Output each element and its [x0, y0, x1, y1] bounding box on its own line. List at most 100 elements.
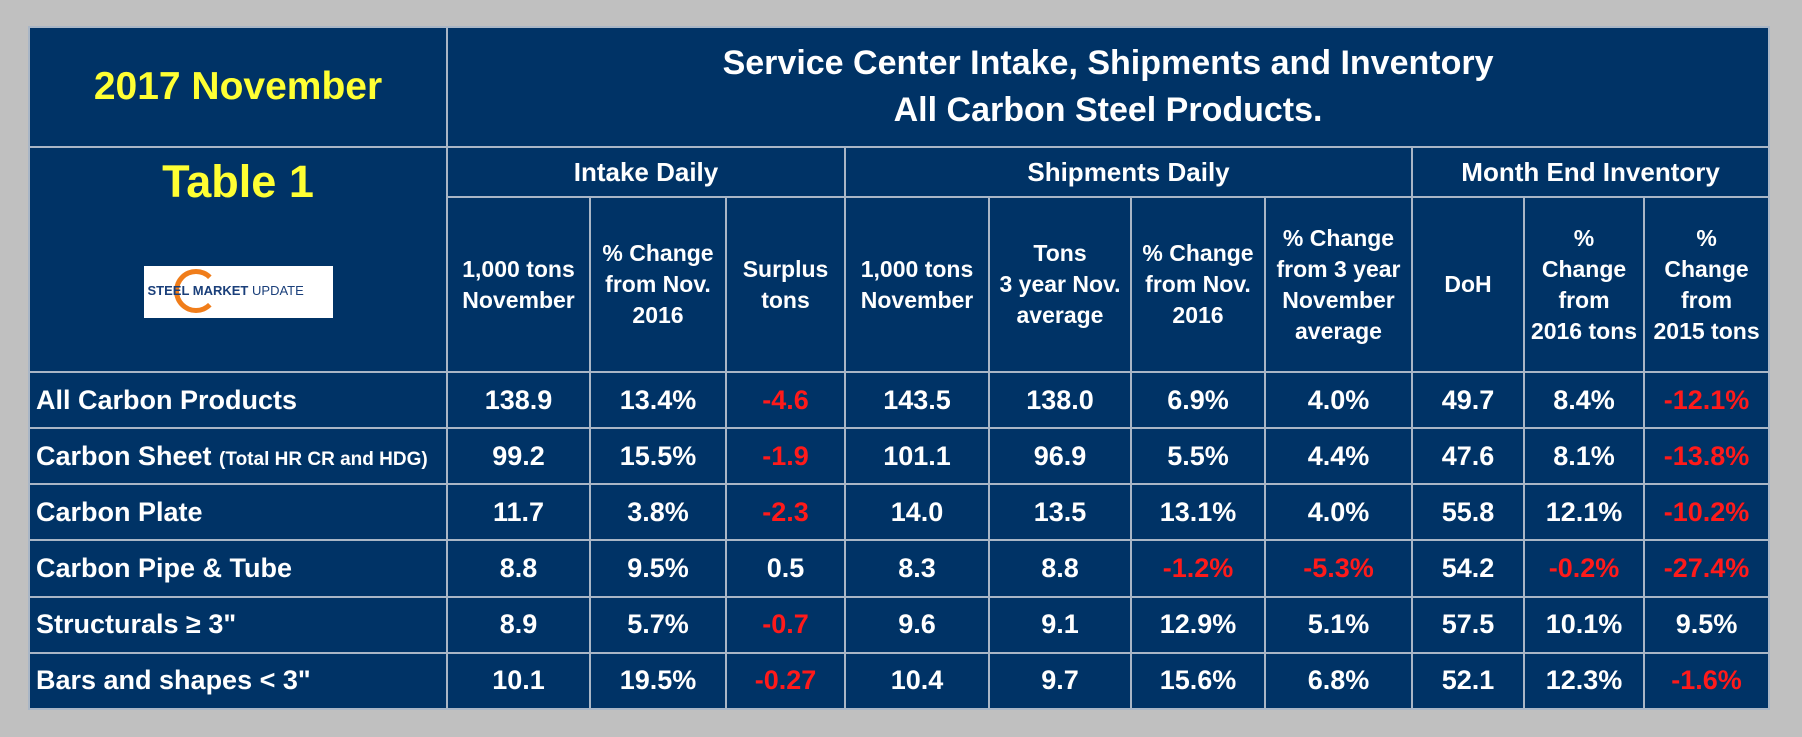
table-cell: 8.8	[446, 539, 591, 598]
table-cell: 99.2	[446, 427, 591, 486]
table-cell: 12.1%	[1523, 483, 1645, 542]
column-header-line: Change	[1541, 255, 1627, 282]
column-header-row: 1,000 tons November% Change from Nov. 2016 S…	[29, 196, 1771, 373]
column-header-line: 2016	[632, 302, 684, 329]
column-header-line: 1,000 tons	[462, 255, 575, 282]
table-cell: -27.4%	[1642, 539, 1771, 598]
column-header-line: from 3 year	[1276, 255, 1401, 282]
table-row: Carbon Pipe & Tube 8.8 9.5% 0.5 8.3 8.8 -1.2% -…	[28, 539, 1771, 598]
table-cell: 8.9	[446, 595, 591, 654]
column-header-line: % Change	[602, 240, 714, 267]
table-cell: 8.8	[988, 539, 1132, 598]
row-label: Bars and shapes < 3"	[28, 651, 448, 711]
table-cell: -10.2%	[1642, 483, 1771, 542]
table-cell: 9.6	[844, 595, 990, 654]
table-cell: -0.2%	[1523, 539, 1645, 598]
column-header-line: from	[1680, 286, 1733, 313]
table-cell: 13.5	[988, 483, 1132, 542]
group-header-shipments: Shipments Daily	[844, 146, 1413, 199]
column-header-line: Surplus	[742, 255, 829, 282]
table-cell: 8.3	[844, 539, 990, 598]
table-cell: 19.5%	[589, 651, 727, 711]
table-cell: 13.1%	[1130, 483, 1266, 542]
column-header-line: % Change	[1142, 240, 1254, 267]
data-table: 2017 November Service Center Intake, Shi…	[28, 25, 1771, 711]
main-title-cell: Service Center Intake, Shipments and Inv…	[445, 25, 1771, 149]
table-cell: 13.4%	[589, 370, 727, 430]
row-label: Structurals ≥ 3"	[28, 595, 448, 654]
table-cell: 54.2	[1411, 539, 1525, 598]
column-header-line: %	[1573, 224, 1595, 251]
main-title-line2: All Carbon Steel Products.	[893, 91, 1323, 130]
table-cell: 143.5	[844, 370, 990, 430]
row-label-text: Carbon Pipe & Tube	[36, 553, 293, 584]
table-cell: 11.7	[446, 483, 591, 542]
column-header-line: from	[1558, 286, 1610, 313]
table-cell: 47.6	[1411, 427, 1525, 486]
table-cell: -4.6	[725, 370, 846, 430]
row-sublabel: (Total HR CR and HDG)	[219, 448, 428, 470]
column-header-5: % Change from Nov. 2016	[1130, 196, 1266, 373]
table-cell: 4.4%	[1264, 427, 1413, 486]
row-label: All Carbon Products	[28, 370, 448, 430]
date-title: 2017 November	[93, 65, 383, 109]
column-header-3: 1,000 tons November	[844, 196, 990, 373]
table-cell: 8.1%	[1523, 427, 1645, 486]
table-row: Structurals ≥ 3" 8.9 5.7% -0.7 9.6 9.1 12.9% 5.…	[28, 595, 1771, 654]
table-cell: 52.1	[1411, 651, 1525, 711]
table-cell: 96.9	[988, 427, 1132, 486]
table-cell: 15.6%	[1130, 651, 1266, 711]
table-cell: -1.2%	[1130, 539, 1266, 598]
row-label: Carbon Plate	[28, 483, 448, 542]
steel-market-update-logo: STEEL MARKET UPDATE	[143, 266, 333, 319]
column-header-line: 3 year Nov.	[999, 271, 1121, 298]
column-header-line: Change	[1664, 255, 1749, 282]
column-header-line: November	[860, 286, 974, 313]
column-header-line: %	[1696, 224, 1717, 251]
table-cell: 6.9%	[1130, 370, 1266, 430]
column-header-4: Tons 3 year Nov. average	[988, 196, 1132, 373]
table-cell: 0.5	[725, 539, 846, 598]
table-cell: 138.0	[988, 370, 1132, 430]
table-cell: -5.3%	[1264, 539, 1413, 598]
column-header-line: average	[1295, 317, 1382, 344]
logo-ring-icon	[173, 269, 218, 314]
table-cell: 9.5%	[1642, 595, 1771, 654]
row-label-text: Carbon Sheet	[36, 440, 212, 471]
column-header-1: % Change from Nov. 2016	[589, 196, 727, 373]
table-cell: 12.9%	[1130, 595, 1266, 654]
column-header-line: 2015 tons	[1653, 317, 1760, 344]
table-cell: 10.1%	[1523, 595, 1645, 654]
column-header-line: 2016 tons	[1530, 317, 1638, 344]
table-row: Carbon Plate 11.7 3.8% -2.3 14.0 13.5 13.1% 4.0…	[28, 483, 1771, 542]
table-cell: 5.1%	[1264, 595, 1413, 654]
date-title-cell: 2017 November	[28, 25, 448, 149]
group-header-intake: Intake Daily	[446, 146, 846, 199]
column-header-2: Surplus tons	[725, 196, 846, 373]
column-header-8: % Change from 2016 tons	[1523, 196, 1645, 373]
table-label-cell: Table 1 STEEL MARKET UPDATE	[28, 146, 448, 373]
table-cell: -1.6%	[1642, 651, 1771, 711]
table-cell: 8.4%	[1523, 370, 1645, 430]
data-body: All Carbon Products 138.9 13.4% -4.6 143.5 13…	[28, 370, 1771, 711]
table-cell: 14.0	[844, 483, 990, 542]
column-header-line: tons	[761, 286, 810, 313]
column-header-7: DoH	[1411, 196, 1525, 373]
column-header-6: % Change from 3 year November average	[1264, 196, 1413, 373]
table-cell: 15.5%	[589, 427, 727, 486]
table-cell: -2.3	[725, 483, 846, 542]
table-cell: -0.7	[725, 595, 846, 654]
table-cell: 55.8	[1411, 483, 1525, 542]
data-table-frame: 2017 November Service Center Intake, Shi…	[28, 25, 1771, 711]
table-row: Bars and shapes < 3" 10.1 19.5% -0.27 10.4 9.…	[28, 651, 1771, 711]
table-cell: 9.1	[988, 595, 1132, 654]
table-cell: 49.7	[1411, 370, 1525, 430]
logo-text-thin: UPDATE	[252, 283, 304, 299]
column-header-line: November	[462, 286, 575, 313]
column-header-line: November	[1282, 286, 1395, 313]
table-cell: 101.1	[844, 427, 990, 486]
column-header-9: % Change from 2015 tons	[1642, 196, 1771, 373]
table-cell: 5.5%	[1130, 427, 1266, 486]
column-header-line: Tons	[1033, 240, 1087, 267]
table-cell: 10.4	[844, 651, 990, 711]
